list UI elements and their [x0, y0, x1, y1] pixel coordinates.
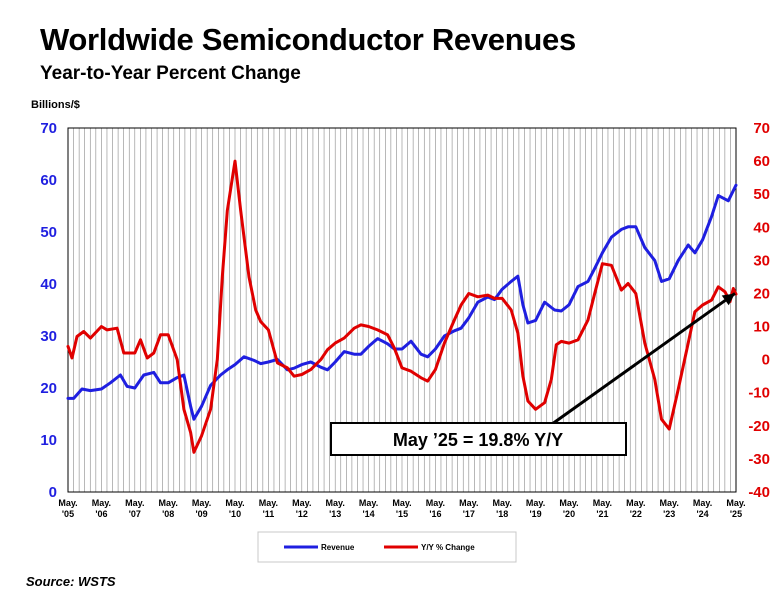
- x-tick-label: May.: [225, 498, 244, 508]
- x-tick-label-year: '09: [196, 509, 208, 519]
- y-left-tick-label: 50: [40, 224, 57, 241]
- x-tick-label: May.: [192, 498, 211, 508]
- x-tick-label-year: '06: [95, 509, 107, 519]
- x-tick-label-year: '10: [229, 509, 241, 519]
- x-tick-label: May.: [426, 498, 445, 508]
- annotation-box: May ’25 = 19.8% Y/Y: [330, 422, 627, 456]
- y-right-tick-label: 20: [753, 285, 770, 302]
- y-right-tick-label: 0: [762, 352, 770, 369]
- x-tick-label-year: '11: [263, 509, 275, 519]
- y-right-tick-label: 60: [753, 153, 770, 170]
- x-tick-label-year: '16: [429, 509, 441, 519]
- legend[interactable]: Revenue Y/Y % Change: [257, 531, 517, 563]
- legend-label-revenue: Revenue: [321, 543, 355, 552]
- x-tick-label-year: '05: [62, 509, 74, 519]
- x-tick-label: May.: [326, 498, 345, 508]
- y-axis-unit-label: Billions/$: [31, 99, 80, 111]
- x-tick-label: May.: [559, 498, 578, 508]
- y-left-tick-label: 70: [40, 120, 57, 137]
- y-right-tick-label: -30: [748, 451, 770, 468]
- x-tick-label: May.: [526, 498, 545, 508]
- y-right-tick-label: 30: [753, 252, 770, 269]
- x-tick-label-year: '19: [530, 509, 542, 519]
- x-axis: May.'05May.'06May.'07May.'08May.'09May.'…: [58, 498, 745, 519]
- series-line-yoy: [66, 159, 738, 454]
- y-left-tick-label: 40: [40, 276, 57, 293]
- y-right-tick-label: 40: [753, 219, 770, 236]
- y-left-tick-label: 0: [49, 484, 57, 501]
- x-tick-label: May.: [693, 498, 712, 508]
- x-tick-label-year: '20: [563, 509, 575, 519]
- x-tick-label-year: '24: [697, 509, 709, 519]
- y-right-tick-label: 10: [753, 319, 770, 336]
- y-left-tick-label: 30: [40, 328, 57, 345]
- trend-arrow-line: [534, 292, 736, 437]
- x-tick-label-year: '23: [663, 509, 675, 519]
- page-title: Worldwide Semiconductor Revenues: [40, 22, 576, 57]
- x-tick-label-year: '17: [463, 509, 475, 519]
- x-tick-label-year: '08: [162, 509, 174, 519]
- series-group: [66, 159, 738, 454]
- y-right-tick-label: -40: [748, 484, 770, 501]
- y-left-tick-label: 20: [40, 380, 57, 397]
- x-tick-label-year: '25: [730, 509, 742, 519]
- y-right-tick-label: -10: [748, 385, 770, 402]
- x-tick-label: May.: [626, 498, 645, 508]
- x-tick-label: May.: [359, 498, 378, 508]
- y-right-tick-label: -20: [748, 418, 770, 435]
- y-right-tick-label: 50: [753, 186, 770, 203]
- x-tick-label-year: '21: [596, 509, 608, 519]
- x-tick-label-year: '18: [496, 509, 508, 519]
- x-tick-label: May.: [159, 498, 178, 508]
- x-tick-label-year: '12: [296, 509, 308, 519]
- x-tick-label-year: '07: [129, 509, 141, 519]
- page-subtitle: Year-to-Year Percent Change: [40, 63, 301, 84]
- trend-arrow-head: [721, 293, 735, 306]
- x-tick-label: May.: [593, 498, 612, 508]
- y-left-tick-label: 10: [40, 432, 57, 449]
- annotation-text: May ’25 = 19.8% Y/Y: [393, 430, 563, 450]
- source-note: Source: WSTS: [26, 574, 116, 589]
- y-right-tick-label: 70: [753, 120, 770, 137]
- x-tick-label-year: '22: [630, 509, 642, 519]
- plot-area-border: [67, 127, 737, 493]
- series-line-revenue: [66, 183, 738, 421]
- y-axis-left: 0 10 20 30 40 50 60 70: [40, 120, 57, 501]
- x-tick-label: May.: [58, 498, 77, 508]
- y-axis-right: -40 -30 -20 -10 0 10 20 30 40 50 60 70: [748, 120, 770, 501]
- x-tick-label: May.: [726, 498, 745, 508]
- x-tick-label: May.: [392, 498, 411, 508]
- y-left-tick-label: 60: [40, 172, 57, 189]
- x-tick-label-year: '13: [329, 509, 341, 519]
- x-tick-label-year: '15: [396, 509, 408, 519]
- x-tick-label: May.: [493, 498, 512, 508]
- x-tick-label-year: '14: [363, 509, 375, 519]
- x-tick-label: May.: [259, 498, 278, 508]
- x-tick-label: May.: [292, 498, 311, 508]
- x-tick-label: May.: [660, 498, 679, 508]
- x-tick-label: May.: [125, 498, 144, 508]
- trend-arrow: [534, 292, 736, 437]
- x-tick-label: May.: [92, 498, 111, 508]
- x-tick-label: May.: [459, 498, 478, 508]
- legend-label-yoy: Y/Y % Change: [421, 543, 475, 552]
